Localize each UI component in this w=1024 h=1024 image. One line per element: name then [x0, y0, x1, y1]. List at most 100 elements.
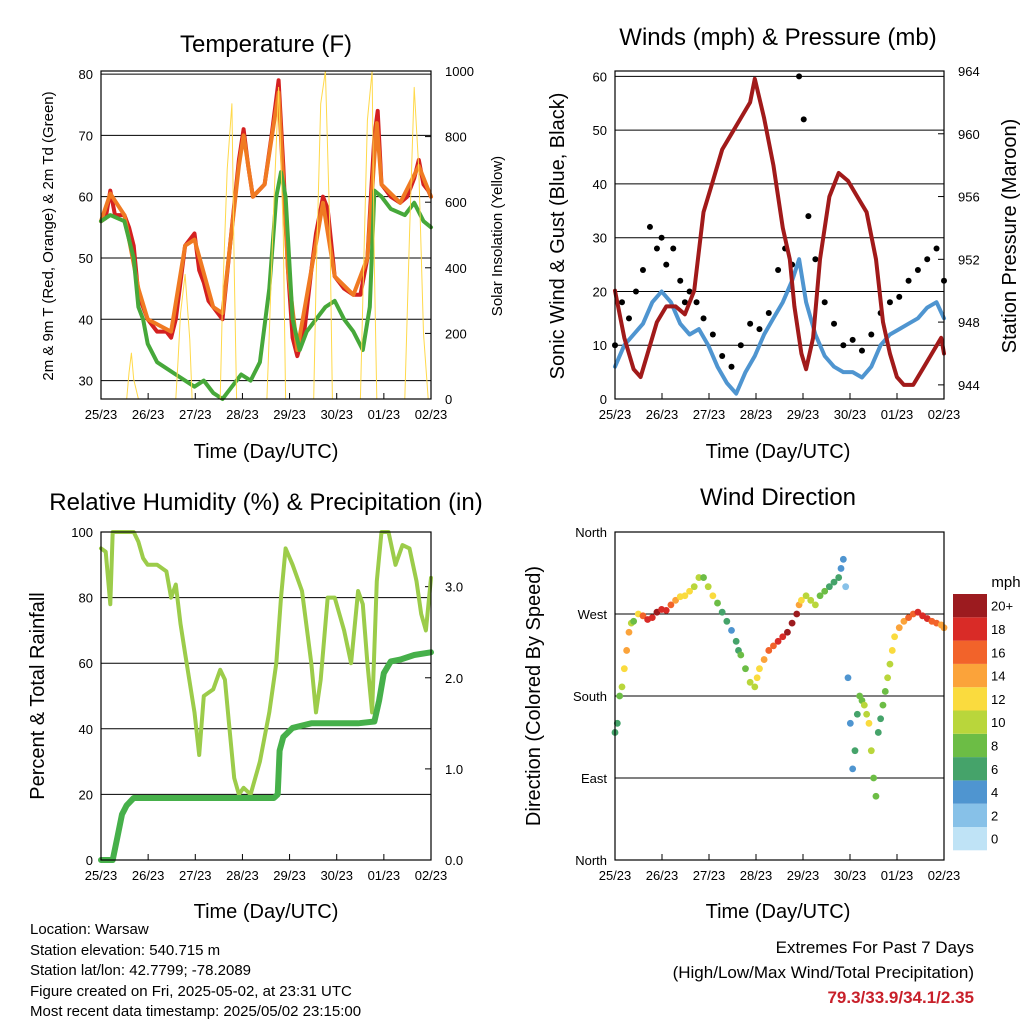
- direction-direction-point: [779, 633, 787, 641]
- direction-direction-point: [718, 608, 726, 616]
- direction-ytick-label: North: [575, 525, 607, 540]
- extremes-values: 79.3/33.9/34.1/2.35: [827, 988, 974, 1007]
- colorbar-tick-label: 0: [991, 832, 998, 847]
- colorbar-swatch: [953, 827, 987, 851]
- direction-direction-point: [900, 617, 908, 625]
- direction-direction-point: [672, 596, 679, 604]
- direction-direction-point: [865, 719, 873, 727]
- colorbar-swatch: [953, 594, 987, 618]
- direction-direction-point: [695, 574, 703, 581]
- direction-direction-point: [662, 606, 670, 614]
- temperature-ylabel: 2m & 9m T (Red, Orange) & 2m Td (Green): [40, 91, 57, 380]
- humidity-xtick-label: 02/23: [415, 868, 448, 883]
- direction-direction-point: [891, 633, 899, 641]
- humidity-ylabel: Percent & Total Rainfall: [27, 592, 49, 800]
- direction-ytick-label: North: [575, 853, 607, 868]
- direction-direction-point: [895, 624, 903, 632]
- colorbar-swatch: [953, 663, 987, 688]
- direction-direction-point: [714, 599, 721, 607]
- temperature-ytick-label: 70: [79, 128, 93, 143]
- direction-direction-point: [849, 765, 857, 773]
- direction-direction-point: [639, 612, 647, 620]
- speed-colorbar: 0 2 4 6 8 10 12 14 16 18 20+: [953, 594, 1013, 851]
- temperature-xtick-label: 30/23: [320, 407, 353, 422]
- temperature-xlabel: Time (Day/UTC): [194, 441, 339, 463]
- colorbar-swatch: [953, 617, 987, 641]
- extremes-title: Extremes For Past 7 Days: [775, 938, 974, 957]
- winds-gust-point: [868, 331, 875, 338]
- winds-title: Winds (mph) & Pressure (mb): [619, 24, 936, 51]
- direction-direction-point: [700, 574, 707, 581]
- direction-title: Wind Direction: [700, 484, 856, 511]
- humidity-frame: [100, 531, 432, 861]
- direction-direction-point: [760, 656, 768, 663]
- direction-direction-point: [844, 674, 852, 682]
- temperature-xtick-label: 26/23: [132, 407, 165, 422]
- humidity-xtick-label: 28/23: [226, 868, 259, 883]
- temperature-ytick-label: 80: [79, 67, 93, 82]
- winds-y2tick-label: 944: [958, 378, 980, 393]
- direction-direction-point: [770, 642, 777, 650]
- direction-direction-point: [914, 608, 922, 616]
- temperature-xtick-label: 25/23: [85, 407, 118, 422]
- temperature-ytick-label: 40: [79, 312, 93, 327]
- direction-direction-point: [742, 665, 749, 673]
- temperature-xtick-label: 02/23: [415, 407, 448, 422]
- direction-direction-point: [690, 583, 698, 591]
- winds-gust-point: [905, 277, 912, 284]
- direction-ylabel: Direction (Colored By Speed): [523, 566, 545, 826]
- humidity-ytick-label: 100: [71, 525, 93, 540]
- direction-direction-point: [860, 701, 868, 709]
- winds-gust-point: [858, 347, 865, 354]
- winds-gust-point: [924, 256, 931, 263]
- direction-direction-point: [867, 747, 875, 755]
- colorbar-tick-label: 16: [991, 645, 1005, 660]
- winds-sonic-wind-line: [613, 257, 946, 396]
- humidity-y2tick-label: 2.0: [445, 671, 463, 686]
- direction-direction-point: [807, 596, 815, 604]
- temperature-solar-insolation-line: [126, 70, 429, 400]
- winds-ytick-label: 50: [593, 123, 607, 138]
- station-info: Location: Warsaw Station elevation: 540.…: [30, 920, 361, 1023]
- winds-gust-point: [681, 299, 688, 306]
- direction-xlabel: Time (Day/UTC): [706, 901, 851, 923]
- station-elevation: Station elevation: 540.715 m: [30, 941, 221, 959]
- temperature-y2tick-label: 200: [445, 326, 467, 341]
- direction-direction-point: [784, 628, 791, 636]
- winds-gust-point: [765, 309, 772, 316]
- winds-xtick-label: 01/23: [881, 407, 914, 422]
- direction-direction-point: [613, 719, 621, 727]
- winds-y2label: Station Pressure (Maroon): [999, 119, 1021, 354]
- winds-gust-point: [896, 293, 903, 300]
- winds-y2tick-label: 960: [958, 127, 980, 142]
- winds-gust-point: [709, 331, 716, 338]
- direction-direction-point: [751, 683, 759, 691]
- winds-gust-point: [805, 213, 812, 220]
- winds-gust-point: [831, 320, 838, 327]
- winds-gust-point: [658, 234, 665, 241]
- winds-gust-point: [728, 363, 735, 370]
- direction-direction-point: [620, 665, 628, 673]
- figure-created: Figure created on Fri, 2025-05-02, at 23…: [30, 982, 352, 1000]
- winds-xtick-label: 29/23: [787, 407, 820, 422]
- direction-direction-point: [811, 601, 819, 609]
- winds-gust-point: [914, 266, 921, 273]
- winds-panel: 0 10 20 30 40 50 60 944 948 952 956 960 964 25/23 26/2…: [593, 64, 980, 422]
- winds-gust-point: [646, 223, 653, 230]
- humidity-xtick-label: 27/23: [179, 868, 212, 883]
- direction-direction-point: [816, 592, 824, 600]
- direction-xtick-label: 02/23: [928, 868, 961, 883]
- winds-gust-point: [686, 288, 693, 295]
- direction-direction-point: [877, 715, 885, 723]
- direction-direction-point: [886, 660, 894, 668]
- colorbar-tick-label: 18: [991, 622, 1005, 637]
- colorbar-tick-label: 2: [991, 808, 998, 823]
- winds-y2tick-label: 964: [958, 64, 980, 79]
- direction-direction-point: [879, 701, 887, 709]
- temperature-2m-td-line: [99, 170, 433, 401]
- winds-gust-point: [653, 245, 660, 252]
- temperature-y2tick-label: 600: [445, 195, 467, 210]
- temperature-y2tick-label: 400: [445, 261, 467, 276]
- direction-ytick-label: South: [573, 689, 607, 704]
